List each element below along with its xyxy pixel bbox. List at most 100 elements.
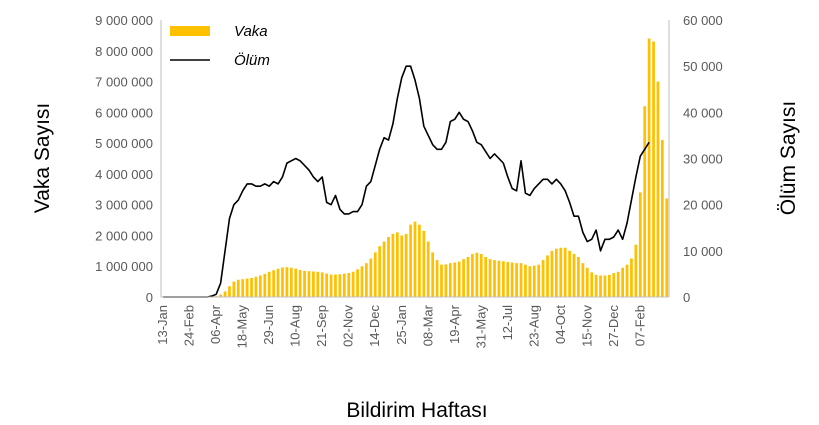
- bar-vaka-25: [272, 270, 276, 297]
- bar-vaka-60: [426, 241, 430, 297]
- bar-vaka-15: [228, 286, 231, 297]
- bar-vaka-102: [612, 272, 616, 297]
- bar-vaka-89: [554, 248, 558, 297]
- bar-vaka-99: [599, 275, 602, 297]
- bar-vaka-39: [334, 274, 337, 297]
- bar-vaka-98: [594, 274, 598, 297]
- bar-vaka-17: [236, 279, 240, 297]
- bar-vaka-90: [559, 247, 563, 297]
- legend-swatch-vaka: [170, 26, 210, 36]
- bar-vaka-113: [661, 140, 664, 297]
- bar-vaka-44: [356, 269, 359, 297]
- y-right-tick-0: 0: [683, 290, 690, 305]
- bar-vaka-71: [475, 252, 479, 297]
- bar-vaka-112: [656, 81, 660, 297]
- x-tick-9: 25-Jan: [394, 305, 409, 345]
- bar-vaka-59: [422, 230, 426, 297]
- bar-vaka-114: [665, 198, 669, 297]
- bar-vaka-91: [563, 247, 567, 297]
- bar-vaka-41: [342, 273, 346, 297]
- x-axis-title: Bildirim Haftası: [346, 399, 487, 422]
- bar-vaka-96: [585, 267, 589, 297]
- bar-vaka-83: [528, 266, 532, 297]
- bar-vaka-82: [524, 264, 527, 297]
- bar-vaka-27: [281, 267, 284, 297]
- bar-vaka-76: [497, 260, 501, 297]
- y-left-tick-5: 5 000 000: [95, 136, 153, 151]
- x-tick-6: 21-Sep: [314, 305, 329, 347]
- right-axis-ticks: 0 10 000 20 000 30 000 40 000 50 000 60 000: [683, 13, 723, 305]
- bar-vaka-51: [387, 236, 390, 297]
- bar-vaka-32: [303, 270, 306, 297]
- bar-vaka-93: [572, 253, 576, 297]
- bar-vaka-30: [294, 268, 298, 297]
- bar-vaka-16: [232, 281, 236, 297]
- bar-vaka-29: [289, 267, 293, 297]
- bar-vaka-100: [603, 275, 607, 297]
- bar-vaka-66: [453, 262, 457, 297]
- bar-vaka-42: [347, 272, 351, 297]
- y-right-tick-4: 40 000: [683, 105, 723, 120]
- bar-vaka-20: [250, 277, 253, 297]
- axes: [160, 20, 670, 298]
- bar-vaka-26: [276, 268, 280, 297]
- bar-vaka-108: [638, 192, 642, 297]
- y-right-tick-2: 20 000: [683, 198, 723, 213]
- y-left-tick-7: 7 000 000: [95, 75, 153, 90]
- bar-vaka-18: [241, 279, 245, 297]
- y-right-tick-1: 10 000: [683, 244, 723, 259]
- bar-vaka-61: [431, 252, 435, 297]
- y-left-tick-2: 2 000 000: [95, 228, 153, 243]
- bar-vaka-28: [285, 267, 289, 297]
- bar-vaka-14: [223, 291, 227, 297]
- x-tick-5: 10-Aug: [288, 305, 303, 347]
- bar-vaka-107: [634, 244, 638, 297]
- bar-vaka-106: [630, 258, 633, 297]
- bar-vaka-22: [259, 275, 262, 297]
- x-tick-17: 27-Dec: [606, 305, 621, 347]
- case-bars: [210, 38, 669, 298]
- bar-vaka-33: [307, 271, 311, 297]
- x-tick-16: 15-Nov: [579, 305, 594, 347]
- bar-vaka-40: [338, 274, 342, 297]
- bar-vaka-19: [245, 278, 249, 297]
- bar-vaka-45: [360, 266, 364, 297]
- bar-vaka-54: [400, 235, 404, 297]
- bar-vaka-47: [369, 258, 373, 297]
- bar-vaka-75: [493, 260, 496, 297]
- left-axis-ticks: 0 1 000 000 2 000 000 3 000 000 4 000 000 5 0…: [95, 13, 153, 305]
- bar-vaka-87: [546, 255, 549, 297]
- bar-vaka-110: [647, 38, 651, 297]
- x-tick-1: 24-Feb: [182, 305, 197, 346]
- bar-vaka-70: [471, 253, 474, 297]
- bar-vaka-109: [643, 106, 647, 298]
- bar-vaka-38: [329, 274, 333, 297]
- bar-vaka-23: [263, 273, 267, 297]
- bar-vaka-53: [395, 232, 399, 297]
- bar-vaka-64: [444, 264, 448, 297]
- bar-vaka-36: [320, 272, 324, 297]
- bar-vaka-111: [652, 41, 655, 297]
- y-right-tick-5: 50 000: [683, 59, 723, 74]
- bar-vaka-57: [413, 221, 417, 297]
- bar-vaka-80: [515, 263, 518, 297]
- bar-vaka-105: [625, 264, 629, 297]
- bar-vaka-46: [365, 263, 368, 297]
- bar-vaka-88: [550, 250, 554, 297]
- bar-vaka-101: [608, 274, 611, 297]
- bar-vaka-84: [532, 265, 536, 297]
- x-tick-10: 08-Mar: [420, 304, 435, 346]
- death-line: [163, 65, 650, 298]
- bar-vaka-85: [537, 264, 541, 297]
- bar-vaka-73: [484, 256, 488, 297]
- y-left-tick-0: 0: [146, 290, 153, 305]
- bar-vaka-56: [409, 224, 412, 297]
- y-right-tick-3: 30 000: [683, 152, 723, 167]
- legend-label-vaka: Vaka: [234, 23, 268, 40]
- x-tick-14: 23-Aug: [526, 305, 541, 347]
- bar-vaka-86: [541, 260, 545, 297]
- y-right-tick-6: 60 000: [683, 13, 723, 28]
- y-left-tick-4: 4 000 000: [95, 167, 153, 182]
- bar-vaka-63: [440, 264, 443, 297]
